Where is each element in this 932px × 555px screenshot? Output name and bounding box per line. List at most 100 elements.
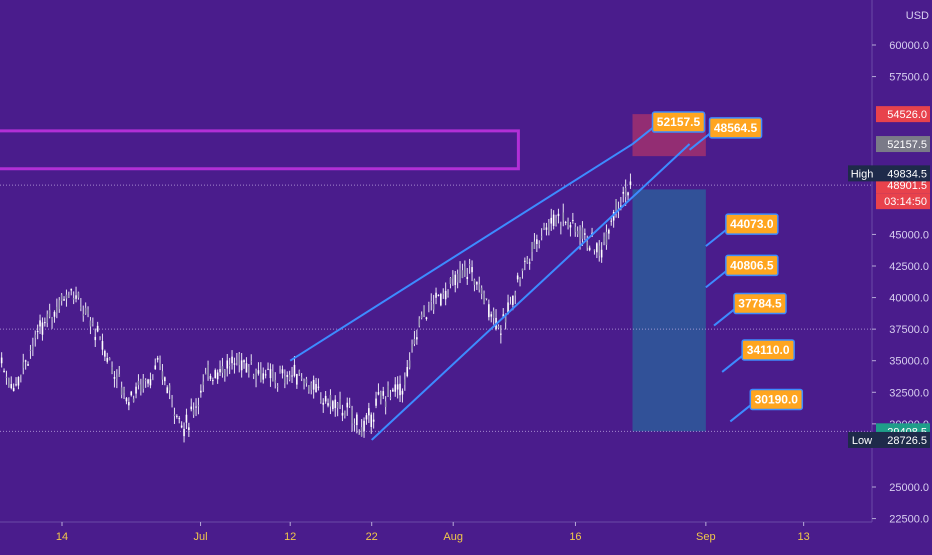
candle-body [351, 410, 353, 423]
low-tag-label: Low [852, 435, 872, 447]
candle-body [454, 275, 456, 285]
candle-body [70, 289, 72, 291]
candle-body [529, 262, 531, 263]
candle-body [404, 379, 406, 384]
candle-body [51, 317, 53, 320]
candle-body [3, 371, 5, 372]
candle-body [85, 308, 87, 314]
candle-body [488, 304, 490, 317]
candle-body [159, 363, 161, 366]
candle-body [394, 384, 396, 391]
candle-body [61, 295, 63, 302]
candle-body [570, 225, 572, 227]
candle-body [154, 365, 156, 369]
candle-body [310, 383, 312, 390]
channel-line-upper[interactable] [290, 144, 632, 361]
price-tick-label: 35000.0 [889, 356, 929, 368]
candle-body [428, 304, 430, 305]
high-tag-label: High [851, 168, 874, 180]
candle-body [567, 221, 569, 227]
candle-body [534, 242, 536, 249]
candle-body [438, 295, 440, 296]
candle-body [565, 222, 567, 223]
candle-body [82, 314, 84, 316]
candle-body [577, 231, 579, 235]
candle-body [366, 415, 368, 419]
candle-body [75, 295, 77, 299]
candle-body [406, 367, 408, 376]
candle-body [116, 377, 118, 379]
resistance-zone[interactable] [0, 131, 518, 169]
time-tick-label: 16 [569, 531, 581, 543]
time-axis[interactable]: 14Jul1222Aug16Sep13Oct11 [0, 522, 932, 543]
target-zone[interactable] [633, 189, 706, 431]
candle-body [301, 378, 303, 379]
candles [0, 174, 631, 443]
candle-body [121, 387, 123, 395]
candle-body [34, 335, 36, 338]
time-tick-label: 14 [56, 531, 68, 543]
annotation-label: 52157.5 [657, 115, 701, 129]
candle-body [94, 337, 96, 340]
candle-body [339, 399, 341, 405]
candle-body [32, 346, 34, 350]
candle-body [18, 377, 20, 385]
candle-body [543, 226, 545, 229]
candle-body [510, 304, 512, 305]
candle-body [346, 403, 348, 408]
candle-body [138, 381, 140, 385]
candle-body [536, 239, 538, 244]
candle-body [517, 275, 519, 279]
candle-body [483, 293, 485, 303]
price-tick-label: 32500.0 [889, 387, 929, 399]
candle-body [226, 360, 228, 368]
price-tick-label: 40000.0 [889, 293, 929, 305]
candle-body [361, 427, 363, 436]
candle-body [452, 274, 454, 279]
candle-body [114, 377, 116, 379]
candle-body [433, 304, 435, 310]
annotation-label: 48564.5 [714, 121, 758, 135]
candle-body [368, 408, 370, 415]
candle-body [603, 237, 605, 242]
price-tag: 52157.5 [876, 136, 930, 152]
candle-body [610, 221, 612, 222]
candle-body [188, 427, 190, 430]
candle-body [630, 182, 632, 186]
candle-body [538, 244, 540, 245]
candle-body [212, 380, 214, 381]
candle-body [207, 365, 209, 377]
candle-body [286, 375, 288, 377]
candle-body [411, 344, 413, 349]
candle-body [392, 390, 394, 392]
candle-body [464, 266, 466, 276]
candle-body [512, 296, 514, 305]
candle-body [373, 420, 375, 422]
candle-body [397, 384, 399, 389]
price-tag-value: 52157.5 [887, 139, 927, 151]
candle-body [457, 274, 459, 283]
candle-body [582, 227, 584, 238]
candle-body [20, 375, 22, 376]
candle-body [486, 298, 488, 299]
candle-body [171, 399, 173, 400]
candle-body [186, 415, 188, 423]
candle-body [450, 278, 452, 284]
candle-body [66, 295, 68, 299]
candle-body [262, 373, 264, 379]
candle-body [130, 392, 132, 396]
candle-body [342, 413, 344, 416]
candle-body [279, 372, 281, 373]
candle-body [382, 391, 384, 396]
candle-body [106, 358, 108, 362]
candle-body [1, 358, 3, 364]
candle-body [15, 384, 17, 385]
candle-body [474, 280, 476, 285]
candle-body [308, 385, 310, 392]
time-tick-label: 12 [284, 531, 296, 543]
candle-body [584, 233, 586, 234]
price-tick-label: 42500.0 [889, 261, 929, 273]
candle-body [58, 300, 60, 309]
